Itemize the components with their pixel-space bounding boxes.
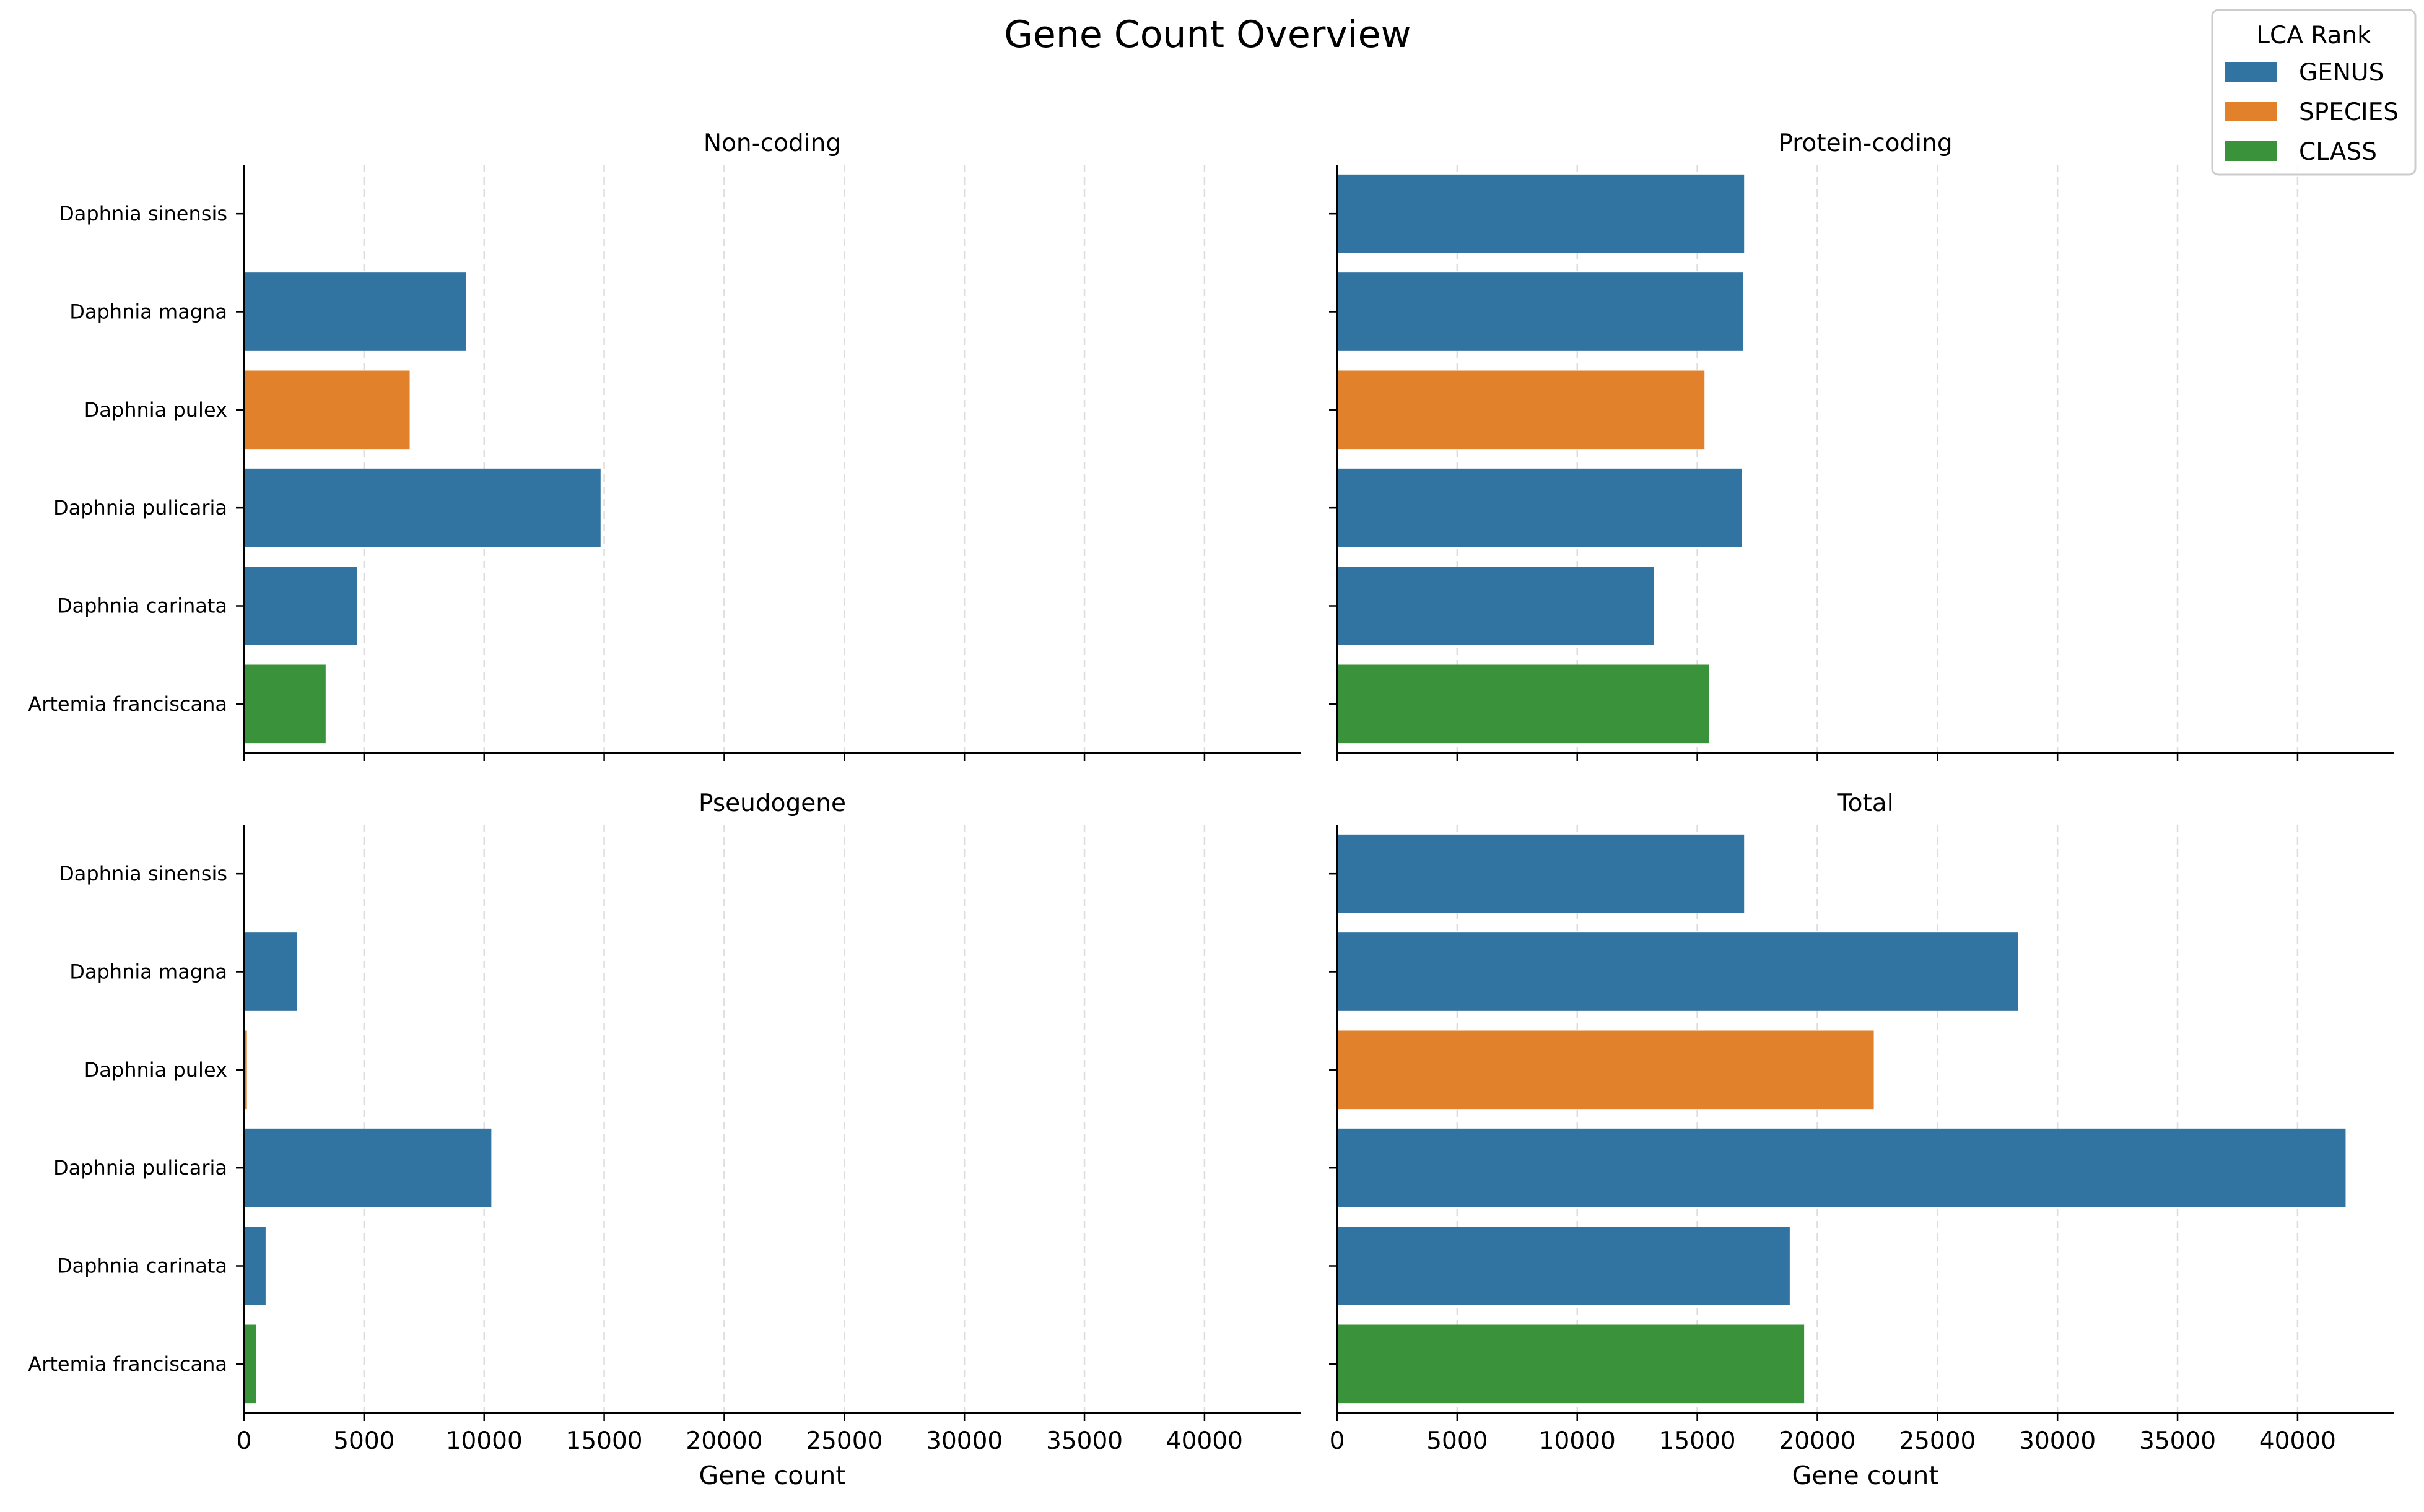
bar [244, 1128, 492, 1207]
panel-protein-coding: Protein-coding [1329, 129, 2394, 761]
y-tick-label: Daphnia magna [69, 300, 227, 324]
bar [244, 1030, 247, 1110]
chart-title: Gene Count Overview [1004, 13, 1411, 56]
x-tick-label: 30000 [2019, 1427, 2096, 1455]
bar [244, 567, 357, 645]
y-tick-label: Daphnia pulicaria [53, 1156, 227, 1180]
legend-label: SPECIES [2299, 98, 2399, 126]
legend-swatch [2225, 102, 2277, 121]
bar [244, 272, 466, 351]
legend-label: CLASS [2299, 138, 2377, 166]
bar [1337, 272, 1743, 351]
bar [1337, 1030, 1874, 1110]
x-tick-label: 15000 [566, 1427, 643, 1455]
bar [1337, 1128, 2346, 1207]
x-tick-label: 5000 [333, 1427, 395, 1455]
bar [1337, 932, 2018, 1011]
bar [1337, 664, 1709, 744]
x-tick-label: 20000 [1779, 1427, 1855, 1455]
y-tick-label: Daphnia sinensis [59, 202, 227, 225]
x-tick-label: 0 [237, 1427, 252, 1455]
panel-pseudogene: Pseudogene Daphnia sinensis Daphnia magna D… [28, 789, 1301, 1490]
x-tick-label: 10000 [1539, 1427, 1616, 1455]
x-tick-label: 10000 [446, 1427, 523, 1455]
bar [1337, 567, 1654, 645]
legend: LCA Rank GENUS SPECIES CLASS [2211, 9, 2417, 176]
panel-title: Non-coding [704, 129, 841, 157]
bar [1337, 174, 1745, 253]
legend-label: GENUS [2299, 59, 2384, 87]
panel-non-coding: Non-coding Daphnia sinensis Daphnia magna D… [28, 129, 1301, 761]
y-tick-label: Artemia franciscana [28, 692, 227, 716]
x-tick-label: 40000 [1166, 1427, 1243, 1455]
y-tick-label: Daphnia carinata [57, 1254, 227, 1278]
y-tick-label: Daphnia sinensis [59, 862, 227, 885]
bar [244, 1227, 266, 1305]
y-tick-label: Daphnia carinata [57, 594, 227, 618]
x-axis-label: Gene count [699, 1461, 846, 1490]
y-tick-label: Daphnia pulex [84, 1058, 227, 1082]
x-tick-label: 35000 [2139, 1427, 2216, 1455]
x-tick-label: 40000 [2259, 1427, 2336, 1455]
x-tick-label: 35000 [1046, 1427, 1123, 1455]
x-tick-label: 0 [1330, 1427, 1345, 1455]
y-tick-label: Daphnia pulex [84, 398, 227, 422]
x-tick-label: 15000 [1659, 1427, 1736, 1455]
panel-title: Pseudogene [699, 789, 846, 817]
bar [244, 932, 297, 1011]
legend-title: LCA Rank [2256, 22, 2371, 50]
panel-title: Total [1836, 789, 1893, 817]
panel-title: Protein-coding [1778, 129, 1952, 157]
x-tick-label: 20000 [686, 1427, 762, 1455]
bar [1337, 1324, 1805, 1404]
bar [244, 468, 601, 547]
bar [244, 370, 410, 450]
x-tick-label: 5000 [1426, 1427, 1488, 1455]
bar [244, 664, 326, 744]
legend-swatch [2225, 62, 2277, 82]
x-tick-label: 30000 [926, 1427, 1003, 1455]
x-axis-label: Gene count [1792, 1461, 1939, 1490]
y-tick-label: Daphnia pulicaria [53, 496, 227, 519]
legend-frame [2211, 9, 2417, 176]
panels-layer: Non-coding Daphnia sinensis Daphnia magna D… [28, 129, 2394, 1490]
x-tick-label: 25000 [806, 1427, 883, 1455]
bar [1337, 468, 1742, 547]
panel-total: Total 0 5000 10000 15000 20000 25000 30000 35000… [1329, 789, 2394, 1490]
bar [1337, 834, 1745, 913]
legend-swatch [2225, 141, 2277, 161]
bar [1337, 1227, 1790, 1305]
bar [244, 1324, 256, 1404]
x-tick-label: 25000 [1899, 1427, 1976, 1455]
y-tick-label: Artemia franciscana [28, 1352, 227, 1376]
y-tick-label: Daphnia magna [69, 960, 227, 984]
bar [1337, 370, 1705, 450]
